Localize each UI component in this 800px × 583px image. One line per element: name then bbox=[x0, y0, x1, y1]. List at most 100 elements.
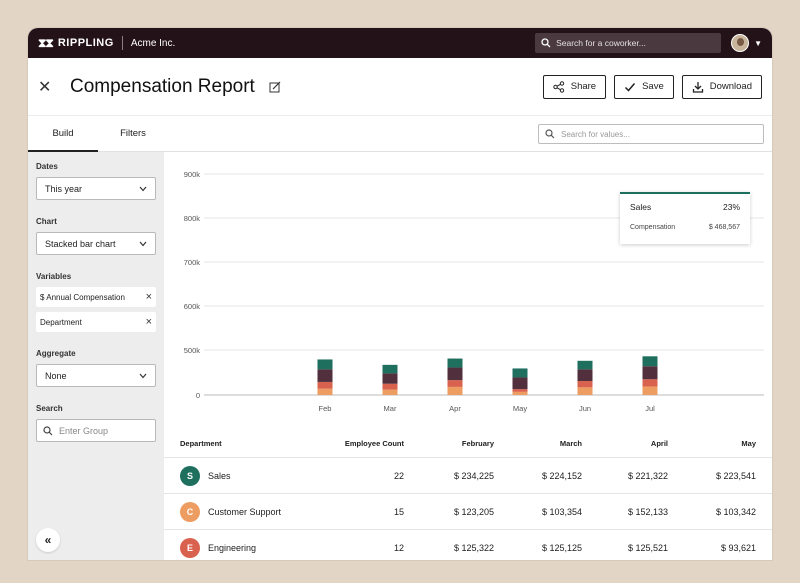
department-name: Sales bbox=[208, 470, 231, 481]
x-tick-label: May bbox=[513, 404, 527, 413]
bar-segment-sales[interactable] bbox=[512, 368, 528, 378]
aggregate-label: Aggregate bbox=[36, 349, 76, 358]
bar-segment-marketing[interactable] bbox=[317, 369, 333, 382]
bar-segment-engineering[interactable] bbox=[317, 381, 333, 389]
save-label: Save bbox=[642, 81, 664, 92]
check-icon bbox=[625, 82, 636, 92]
report-main: 900k 800k 700k 600k 500k 0 Feb Mar Apr May Jun Jul … bbox=[164, 152, 772, 560]
bar-segment-sales[interactable] bbox=[577, 360, 593, 370]
col-header-department[interactable]: Department bbox=[180, 439, 222, 448]
bar-segment-customer-support[interactable] bbox=[642, 386, 658, 395]
february-cell: $ 125,322 bbox=[453, 542, 494, 553]
company-name: Acme Inc. bbox=[130, 37, 176, 49]
dates-select[interactable]: This year bbox=[36, 177, 156, 200]
bar-segment-marketing[interactable] bbox=[447, 367, 463, 381]
page-title: Compensation Report bbox=[70, 75, 255, 97]
table-row[interactable]: S Sales 22 $ 234,225 $ 224,152 $ 221,322 $ 223… bbox=[164, 458, 772, 494]
bar-segment-engineering[interactable] bbox=[512, 389, 528, 392]
y-tick-label: 500k bbox=[184, 346, 201, 355]
rippling-logo[interactable]: ⧗⧗ RIPPLING bbox=[38, 36, 114, 51]
march-cell: $ 103,354 bbox=[541, 506, 582, 517]
chart-tooltip: Sales 23% Compensation $ 468,567 bbox=[620, 192, 750, 244]
value-search-input[interactable]: Search for values... bbox=[538, 124, 764, 144]
employee-count-cell: 22 bbox=[393, 470, 404, 481]
bar-segment-engineering[interactable] bbox=[382, 383, 398, 390]
chart-type-select[interactable]: Stacked bar chart bbox=[36, 232, 156, 255]
bar-segment-marketing[interactable] bbox=[382, 373, 398, 384]
brand-name: RIPPLING bbox=[57, 37, 114, 49]
tab-filters[interactable]: Filters bbox=[120, 127, 146, 139]
department-cell: E Engineering bbox=[164, 537, 304, 558]
table-row[interactable]: C Customer Support 15 $ 123,205 $ 103,354 $ 1… bbox=[164, 494, 772, 530]
bar-segment-sales[interactable] bbox=[447, 358, 463, 368]
bar-segment-sales[interactable] bbox=[382, 364, 398, 374]
variable-chip-label: Department bbox=[40, 317, 82, 327]
y-tick-label: 0 bbox=[196, 391, 200, 400]
employee-count-cell: 15 bbox=[393, 506, 404, 517]
may-cell: $ 103,342 bbox=[715, 506, 756, 517]
compensation-table: Department Employee Count February March… bbox=[164, 430, 772, 560]
user-avatar[interactable] bbox=[731, 34, 750, 52]
tooltip-series-name: Sales bbox=[630, 202, 652, 212]
col-header-employee-count[interactable]: Employee Count bbox=[344, 439, 404, 448]
device-tab-notch bbox=[88, 0, 264, 14]
col-header-may[interactable]: May bbox=[741, 439, 756, 448]
may-cell: $ 93,621 bbox=[720, 542, 756, 553]
search-label: Search bbox=[36, 404, 63, 413]
bar-segment-customer-support[interactable] bbox=[382, 389, 398, 395]
department-cell: S Sales bbox=[164, 465, 304, 486]
march-cell: $ 224,152 bbox=[541, 470, 582, 481]
department-avatar: S bbox=[180, 465, 200, 486]
col-header-april[interactable]: April bbox=[650, 439, 668, 448]
col-header-march[interactable]: March bbox=[559, 439, 582, 448]
bar-segment-engineering[interactable] bbox=[577, 381, 593, 388]
variable-chip-compensation: $ Annual Compensation × bbox=[36, 287, 156, 307]
download-button[interactable]: Download bbox=[681, 74, 762, 99]
group-search-placeholder: Enter Group bbox=[59, 425, 109, 436]
coworker-search-input[interactable]: Search for a coworker... bbox=[535, 33, 722, 53]
april-cell: $ 221,322 bbox=[627, 470, 668, 481]
bar-segment-marketing[interactable] bbox=[577, 369, 593, 382]
download-label: Download bbox=[709, 81, 752, 92]
march-cell: $ 125,125 bbox=[541, 542, 582, 553]
chevron-down-icon bbox=[139, 241, 147, 246]
remove-icon[interactable]: × bbox=[145, 291, 152, 303]
table-header: Department Employee Count February March… bbox=[164, 430, 772, 458]
coworker-search-placeholder: Search for a coworker... bbox=[556, 38, 646, 48]
share-icon bbox=[553, 80, 564, 93]
bar-segment-engineering[interactable] bbox=[642, 379, 658, 387]
download-icon bbox=[692, 81, 703, 93]
bar-segment-marketing[interactable] bbox=[512, 377, 528, 390]
bar-segment-customer-support[interactable] bbox=[447, 386, 463, 395]
value-search-placeholder: Search for values... bbox=[561, 129, 630, 139]
share-button[interactable]: Share bbox=[542, 74, 607, 99]
tab-build[interactable]: Build bbox=[28, 116, 98, 152]
close-icon[interactable]: ✕ bbox=[38, 78, 52, 96]
bar-segment-sales[interactable] bbox=[317, 359, 333, 370]
x-tick-label: Mar bbox=[384, 404, 397, 413]
february-cell: $ 123,205 bbox=[453, 506, 494, 517]
chevron-down-icon[interactable]: ▼ bbox=[754, 38, 762, 48]
remove-icon[interactable]: × bbox=[145, 316, 152, 328]
x-tick-label: Apr bbox=[449, 404, 461, 413]
bar-segment-customer-support[interactable] bbox=[577, 387, 593, 395]
group-search-input[interactable]: Enter Group bbox=[36, 419, 156, 442]
aggregate-select[interactable]: None bbox=[36, 364, 156, 387]
bar-segment-customer-support[interactable] bbox=[512, 391, 528, 395]
bar-segment-sales[interactable] bbox=[642, 356, 658, 367]
edit-icon[interactable] bbox=[269, 81, 281, 93]
table-row[interactable]: E Engineering 12 $ 125,322 $ 125,125 $ 125,52… bbox=[164, 530, 772, 560]
chart-label: Chart bbox=[36, 217, 57, 226]
aggregate-value: None bbox=[45, 370, 67, 381]
header-actions: Share Save Download bbox=[542, 74, 762, 99]
bar-segment-marketing[interactable] bbox=[642, 366, 658, 380]
build-sidebar: Dates This year Chart Stacked bar chart … bbox=[28, 152, 164, 560]
bar-segment-engineering[interactable] bbox=[447, 380, 463, 387]
col-header-february[interactable]: February bbox=[461, 439, 494, 448]
bar-segment-customer-support[interactable] bbox=[317, 388, 333, 395]
variable-chip-label: $ Annual Compensation bbox=[40, 292, 125, 302]
save-button[interactable]: Save bbox=[614, 74, 674, 99]
collapse-sidebar-button[interactable]: « bbox=[36, 528, 60, 552]
y-tick-label: 900k bbox=[184, 170, 201, 179]
x-tick-label: Feb bbox=[319, 404, 332, 413]
